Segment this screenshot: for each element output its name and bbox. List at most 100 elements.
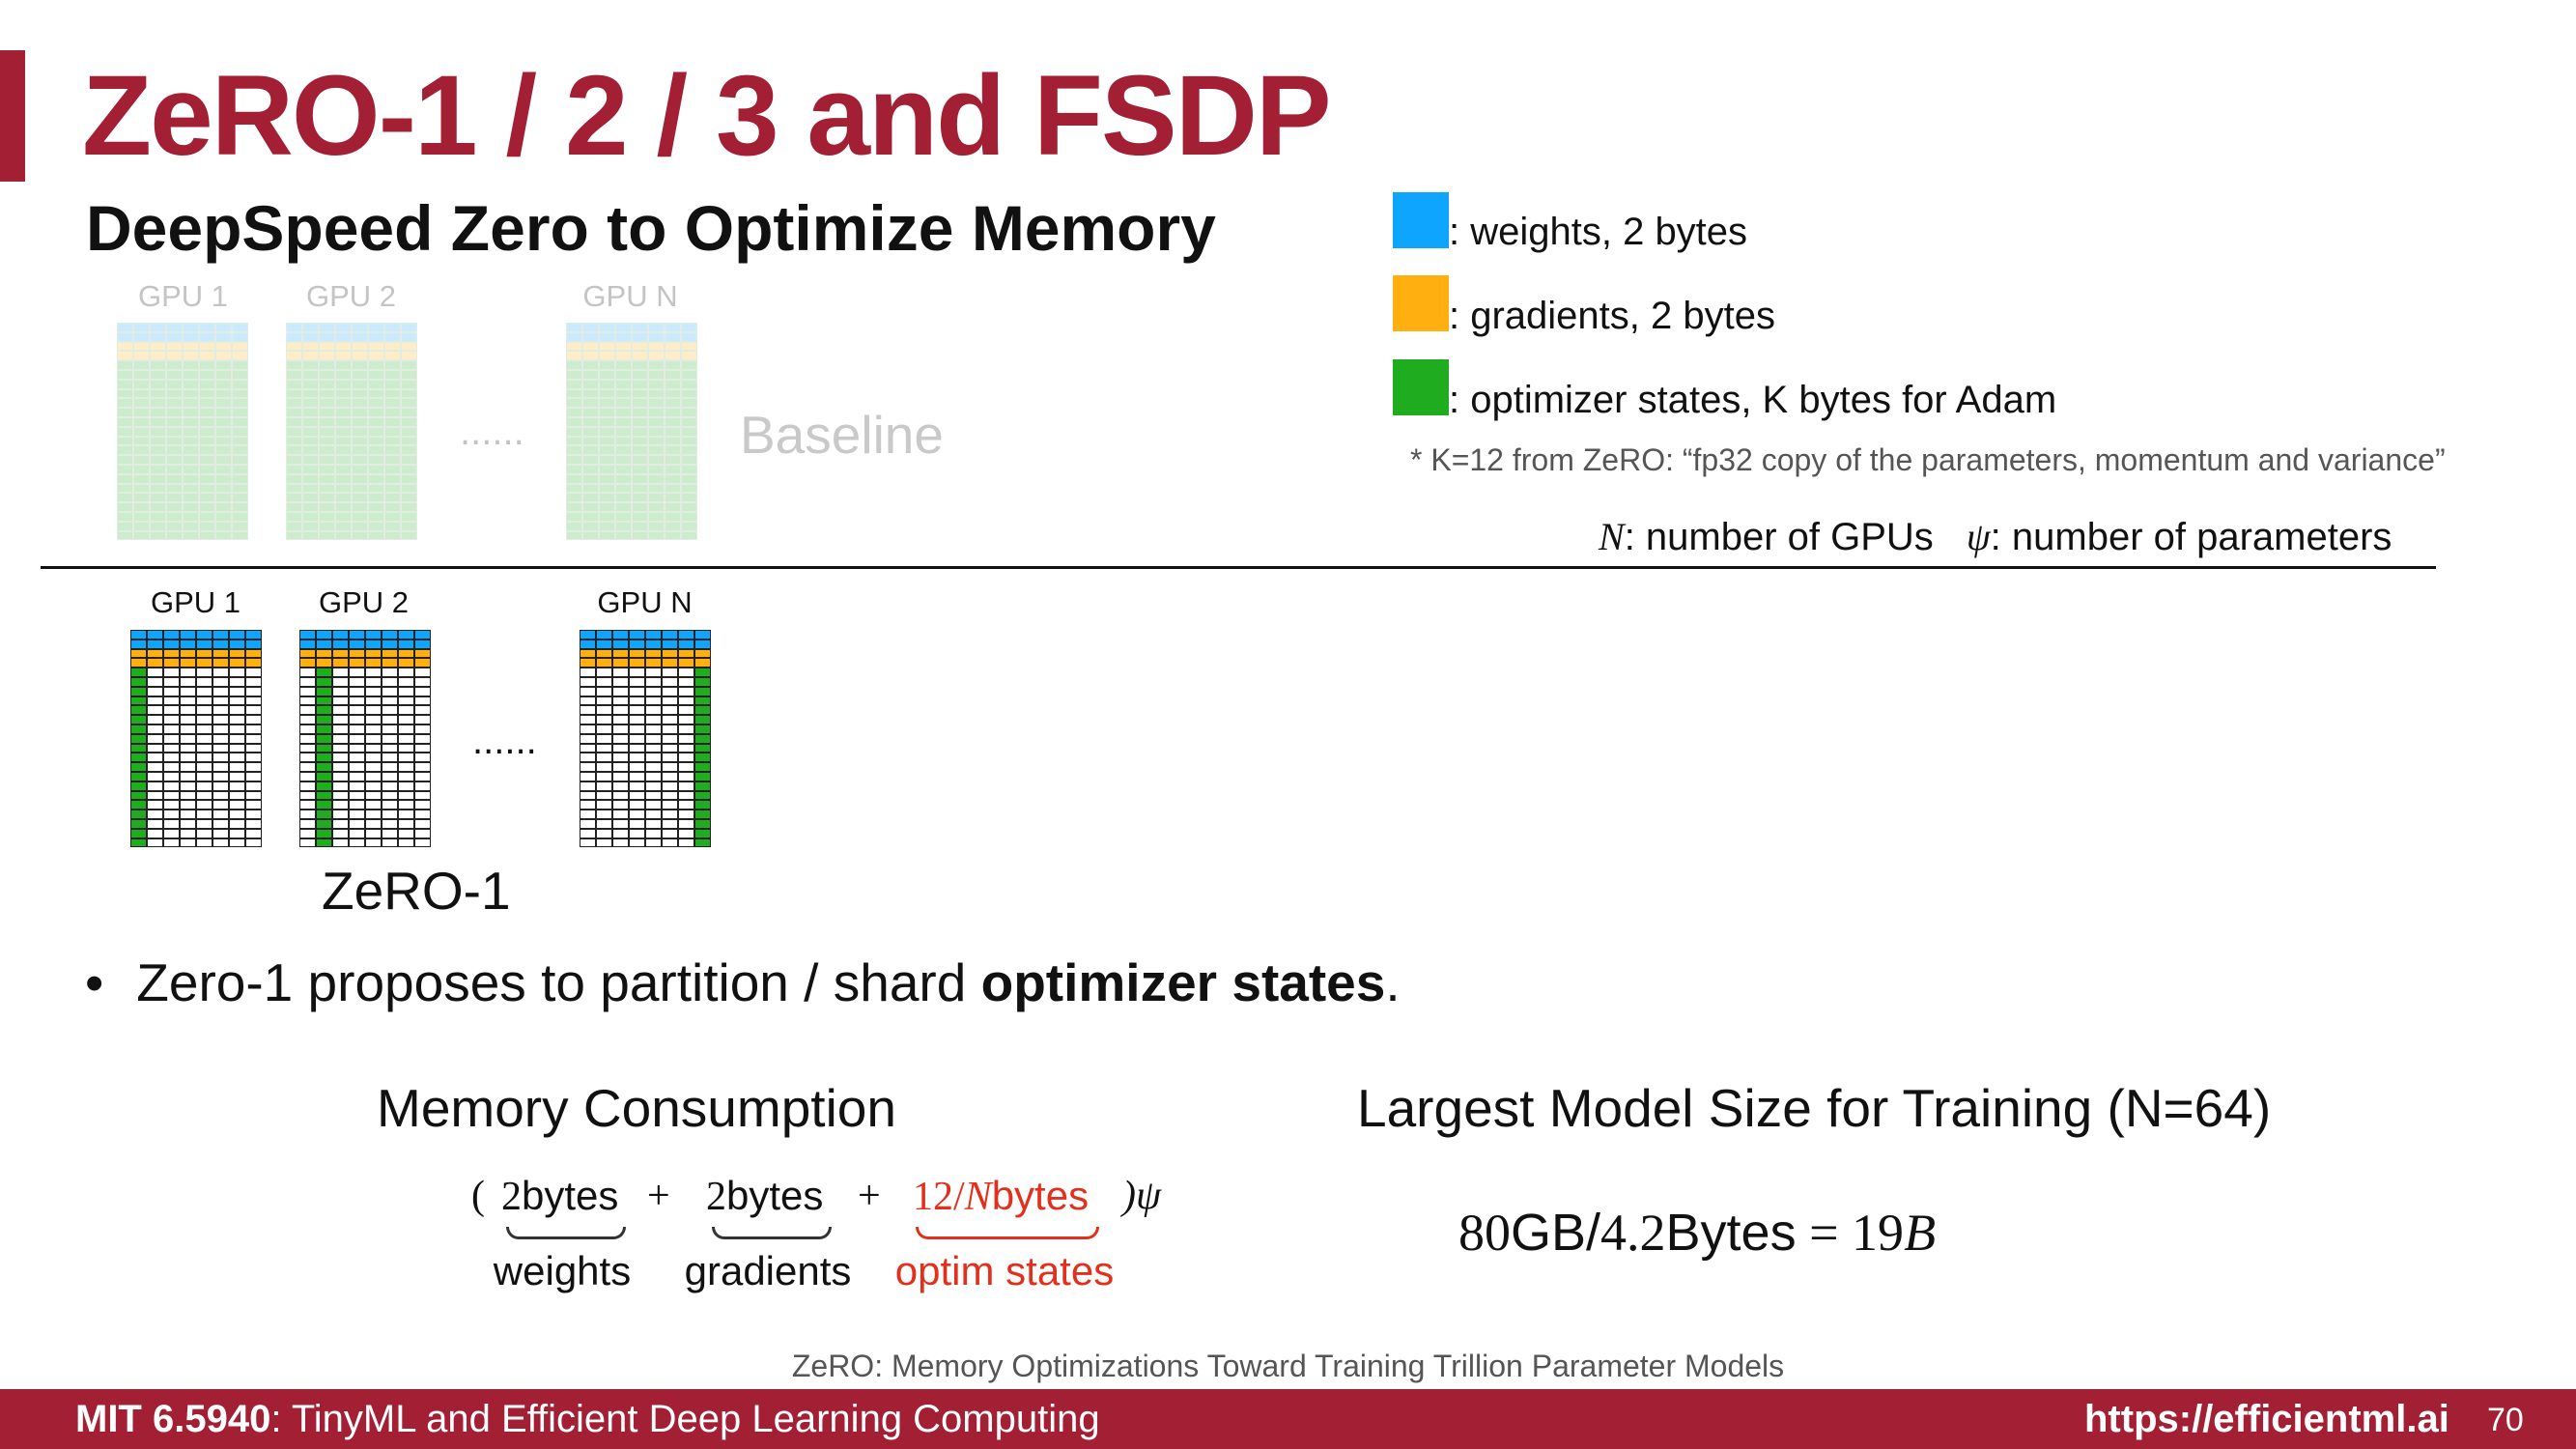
memory-cell [286,379,302,389]
memory-cell [648,530,665,541]
memory-cell [319,436,335,446]
memory-cell [133,493,150,503]
memory-cell [580,648,596,659]
memory-cell [694,724,711,734]
memory-cell [596,677,612,687]
memory-cell [352,473,368,484]
memory-cell [335,360,352,370]
memory-cell [349,668,365,677]
memory-cell [166,502,183,512]
memory-cell [212,724,229,734]
memory-cell [665,388,681,399]
memory-cell [302,398,319,409]
memory-cell [212,819,229,829]
memory-cell [648,455,665,465]
memory-cell [352,445,368,456]
memory-cell [629,743,645,753]
memory-consumption-title: Memory Consumption [377,1078,896,1138]
memory-cell [401,473,417,484]
memory-cell [332,772,349,781]
footer-bar: MIT 6.5940: TinyML and Efficient Deep Le… [0,1389,2576,1449]
memory-cell [665,473,681,484]
memory-cell [229,800,245,810]
memory-cell [335,483,352,494]
memory-cell [245,648,262,659]
memory-cell [365,715,382,724]
memory-cell [302,370,319,380]
memory-cell [365,639,382,649]
memory-cell [332,724,349,734]
memory-cell [229,772,245,781]
memory-cell [163,630,180,639]
memory-cell [648,360,665,370]
memory-cell [665,465,681,474]
n-definition: : number of GPUs [1624,516,1934,558]
memory-cell [316,696,332,706]
memory-cell [319,408,335,417]
memory-cell [382,800,398,810]
memory-cell [130,810,147,819]
memory-cell [163,668,180,677]
memory-cell [215,360,232,370]
memory-cell [384,331,401,342]
memory-cell [130,838,147,848]
memory-cell [212,828,229,838]
memory-cell [232,455,248,465]
memory-cell [232,512,248,522]
memory-cell [368,512,384,522]
zero1-gpu2-memory-grid [299,630,431,848]
memory-cell [229,838,245,848]
memory-cell [632,360,648,370]
memory-cell [662,762,678,772]
memory-cell [335,530,352,541]
memory-cell [302,445,319,456]
memory-cell [166,473,183,484]
memory-cell [352,331,368,342]
memory-cell [147,639,163,649]
memory-cell [678,838,694,848]
memory-cell [286,436,302,446]
memory-cell [232,436,248,446]
memory-cell [365,677,382,687]
memory-cell [352,370,368,380]
memory-cell [232,351,248,361]
memory-cell [319,426,335,437]
memory-cell [632,445,648,456]
memory-cell [229,686,245,696]
bullet-text-post: . [1385,952,1401,1012]
memory-cell [147,705,163,716]
memory-cell [215,512,232,522]
memory-cell [414,781,431,791]
memory-cell [147,733,163,744]
memory-cell [629,677,645,687]
memory-cell [648,341,665,352]
memory-cell [382,677,398,687]
memory-cell [196,819,212,829]
memory-cell [414,838,431,848]
memory-cell [335,351,352,361]
memory-cell [582,351,599,361]
memory-cell [150,417,166,427]
memory-cell [232,465,248,474]
memory-cell [163,696,180,706]
memory-cell [645,772,662,781]
memory-cell [286,455,302,465]
memory-cell [199,388,215,399]
memory-cell [147,630,163,639]
memory-cell [612,733,629,744]
zero1-ellipsis: ...... [472,720,537,762]
memory-cell [365,753,382,763]
memory-cell [599,417,615,427]
memory-cell [133,530,150,541]
memory-cell [384,445,401,456]
memory-cell [133,331,150,342]
memory-cell [147,677,163,687]
memory-cell [645,743,662,753]
memory-cell [163,800,180,810]
memory-cell [580,658,596,668]
memory-cell [286,502,302,512]
memory-cell [150,379,166,389]
memory-cell [615,436,632,446]
memory-cell [163,762,180,772]
memory-cell [133,473,150,484]
